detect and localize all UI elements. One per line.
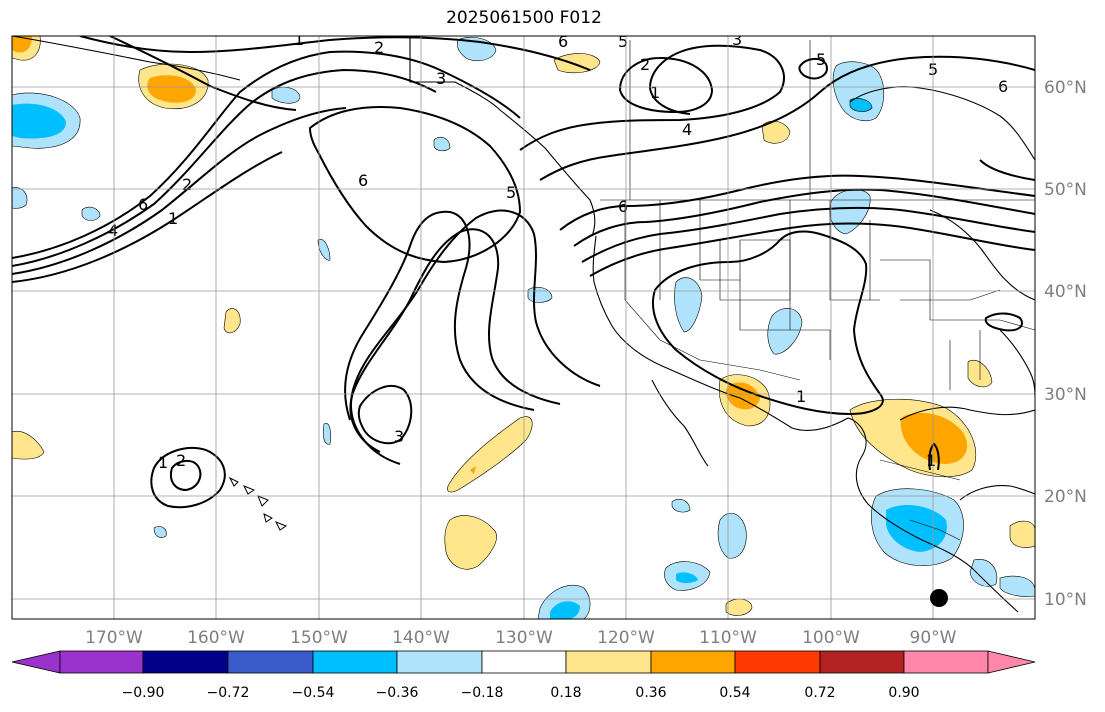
colorbar-segment bbox=[396, 650, 483, 674]
contour-label: 6 bbox=[138, 195, 148, 214]
lat-label: 20°N bbox=[1044, 487, 1087, 507]
colorbar-segment bbox=[903, 650, 989, 674]
contour-label: 1 bbox=[158, 453, 168, 472]
lon-label: 130°W bbox=[495, 628, 553, 648]
colorbar-tick-label: −0.36 bbox=[376, 685, 419, 701]
lon-label: 110°W bbox=[699, 628, 757, 648]
colorbar-tick-label: 0.90 bbox=[888, 685, 919, 701]
lon-label: 120°W bbox=[597, 628, 655, 648]
colorbar-tick-label: −0.18 bbox=[461, 685, 504, 701]
contour-label: 6 bbox=[998, 77, 1008, 96]
colorbar-tick-label: 0.72 bbox=[804, 685, 835, 701]
colorbar-tick-label: −0.54 bbox=[292, 685, 335, 701]
contour-label: 6 bbox=[358, 171, 368, 190]
contour-label: 4 bbox=[108, 221, 118, 240]
map-border bbox=[11, 35, 1036, 620]
contour-label: 5 bbox=[506, 183, 516, 202]
colorbar-segment bbox=[59, 650, 144, 674]
contour-label: 4 bbox=[682, 120, 692, 139]
colorbar-segment bbox=[312, 650, 398, 674]
colorbar-extend-low bbox=[11, 650, 61, 674]
contour-label: 1 bbox=[796, 387, 806, 406]
contour-label: 3 bbox=[732, 30, 742, 49]
contour-label: 2 bbox=[640, 55, 650, 74]
colorbar-tick-label: 0.54 bbox=[719, 685, 750, 701]
contour-label: 2 bbox=[176, 451, 186, 470]
colorbar-segment bbox=[734, 650, 821, 674]
contour-label: 3 bbox=[436, 69, 446, 88]
marker-dot bbox=[930, 589, 948, 607]
colorbar bbox=[11, 650, 1036, 674]
colorbar-segment bbox=[481, 650, 567, 674]
colorbar-tick-label: 0.18 bbox=[550, 685, 581, 701]
colorbar-segment bbox=[650, 650, 736, 674]
map-title: 2025061500 F012 bbox=[446, 8, 602, 28]
colorbar-tick-label: −0.90 bbox=[122, 685, 165, 701]
lon-label: 140°W bbox=[392, 628, 450, 648]
contour-label: 2 bbox=[182, 175, 192, 194]
lat-label: 40°N bbox=[1044, 282, 1087, 302]
colorbar-ticks: −0.90 −0.72 −0.54 −0.36 −0.18 0.18 0.36 … bbox=[122, 685, 920, 701]
shade-negative-core bbox=[12, 103, 66, 139]
lat-label: 30°N bbox=[1044, 385, 1087, 405]
height-contours bbox=[12, 36, 1035, 509]
lat-label: 10°N bbox=[1044, 590, 1087, 610]
map-area bbox=[12, 36, 1035, 619]
contour-label: 1 bbox=[168, 209, 178, 228]
colorbar-tick-label: −0.72 bbox=[207, 685, 250, 701]
contour-label: 5 bbox=[618, 32, 628, 51]
lat-label: 60°N bbox=[1044, 78, 1087, 98]
contour-label: 1 bbox=[650, 83, 660, 102]
lon-label: 100°W bbox=[802, 628, 860, 648]
colorbar-segment bbox=[227, 650, 314, 674]
colorbar-extend-high bbox=[987, 650, 1036, 674]
contour-label: 1 bbox=[294, 30, 304, 49]
lon-label: 90°W bbox=[910, 628, 957, 648]
contour-label: 5 bbox=[816, 50, 826, 69]
colorbar-segment bbox=[565, 650, 652, 674]
contour-label: 1 bbox=[926, 451, 936, 470]
contour-label: 2 bbox=[374, 38, 384, 57]
colorbar-tick-label: 0.36 bbox=[635, 685, 666, 701]
lon-label: 150°W bbox=[290, 628, 348, 648]
colorbar-segment bbox=[819, 650, 905, 674]
lon-label: 160°W bbox=[187, 628, 245, 648]
lon-label: 170°W bbox=[85, 628, 143, 648]
lat-label: 50°N bbox=[1044, 180, 1087, 200]
contour-label: 6 bbox=[558, 32, 568, 51]
graticule bbox=[12, 36, 1035, 619]
contour-label: 3 bbox=[394, 427, 404, 446]
colorbar-segment bbox=[142, 650, 229, 674]
lon-axis-labels: 170°W 160°W 150°W 140°W 130°W 120°W 110°… bbox=[85, 628, 957, 648]
lat-axis-labels: 60°N 50°N 40°N 30°N 20°N 10°N bbox=[1044, 78, 1087, 610]
contour-labels: 1 2 3 4 5 6 3 2 1 5 5 6 6 5 6 6 2 1 4 3 … bbox=[108, 30, 1008, 472]
islands bbox=[228, 476, 288, 531]
contour-label: 6 bbox=[618, 197, 628, 216]
